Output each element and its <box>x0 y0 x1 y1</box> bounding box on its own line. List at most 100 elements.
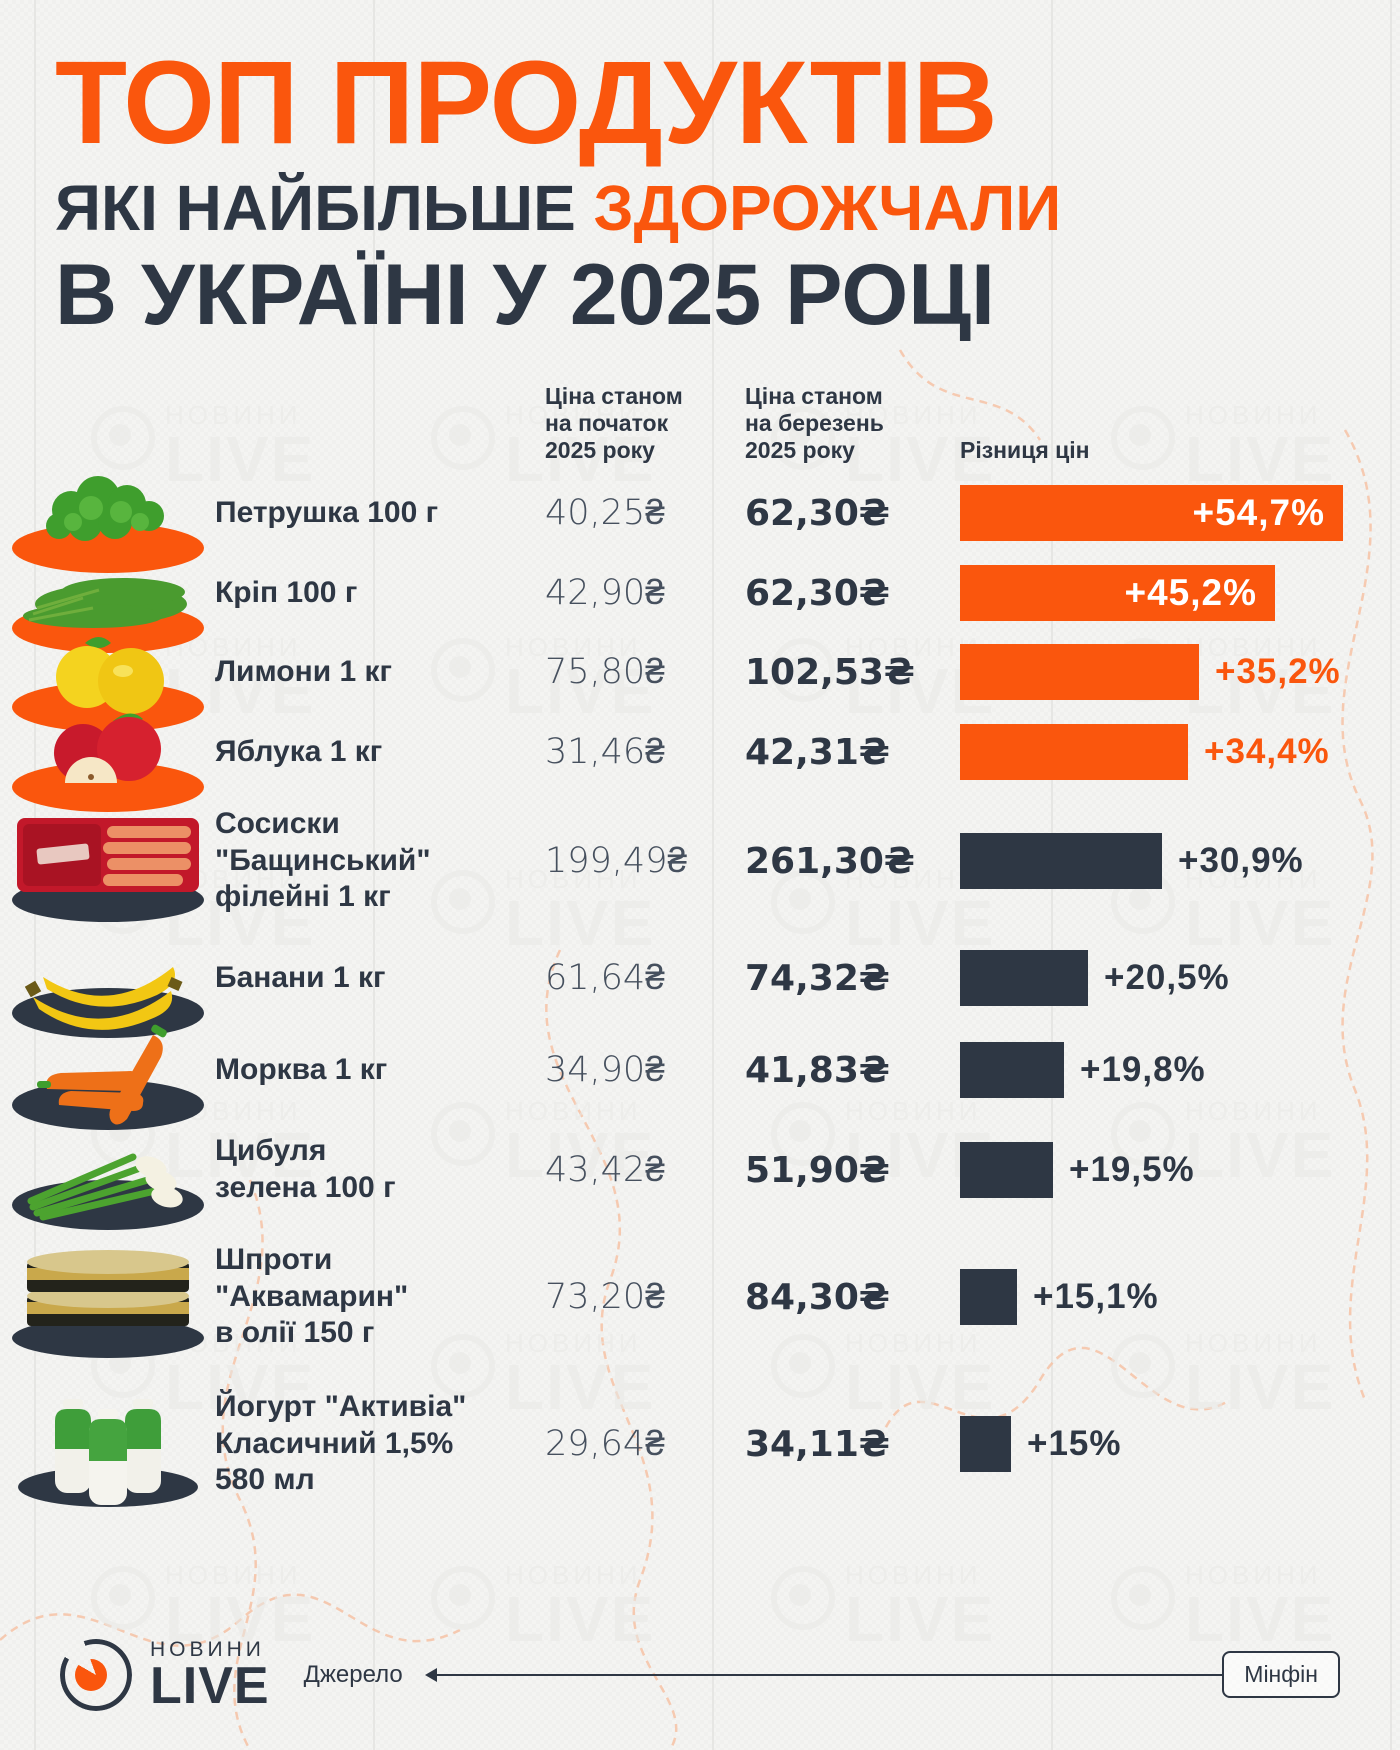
price-march-value: 74,32₴ <box>745 957 890 999</box>
subtitle-orange-part: ЗДОРОЖЧАЛИ <box>593 172 1062 244</box>
difference-percent-label: +54,7% <box>1192 492 1325 533</box>
difference-bar-cell: +45,2% <box>960 565 1400 621</box>
product-name: Цибуля зелена 100 г <box>215 1134 396 1204</box>
page-subtitle-line3: В УКРАЇНІ У 2025 РОЦІ <box>55 247 995 343</box>
source-rule <box>436 1673 1223 1676</box>
difference-percent-label: +19,5% <box>1069 1150 1195 1189</box>
difference-percent-label: +35,2% <box>1215 652 1341 691</box>
table-row: Морква 1 кг 34,90₴ 41,83₴ +19,8% <box>0 1024 1400 1130</box>
price-start-value: 43,42₴ <box>545 1150 665 1190</box>
difference-bar-cell: +15,1% <box>960 1269 1400 1325</box>
price-start-value: 199,49₴ <box>545 841 687 881</box>
bananas-icon <box>0 913 215 1043</box>
difference-bar <box>960 833 1162 889</box>
price-march-value: 84,30₴ <box>745 1276 890 1318</box>
infographic: ТОП ПРОДУКТІВ ЯКІ НАЙБІЛЬШЕ ЗДОРОЖЧАЛИ В… <box>0 0 1400 1712</box>
apples-icon <box>0 687 215 817</box>
price-start-value: 61,64₴ <box>545 958 665 998</box>
product-name: Лимони 1 кг <box>215 654 393 688</box>
price-start-value: 29,64₴ <box>545 1424 665 1464</box>
difference-bar-cell: +20,5% <box>960 950 1400 1006</box>
logo-ring-icon <box>60 1638 132 1711</box>
difference-bar <box>960 724 1188 780</box>
column-header-difference: Різниця цін <box>960 437 1090 464</box>
source-badge: Мінфін <box>1222 1651 1340 1699</box>
difference-percent-label: +34,4% <box>1204 732 1330 771</box>
price-march-value: 42,31₴ <box>745 731 890 773</box>
price-march-value: 261,30₴ <box>745 840 915 882</box>
difference-bar-cell: +30,9% <box>960 833 1400 889</box>
difference-bar: +54,7% <box>960 485 1343 541</box>
difference-bar-cell: +19,5% <box>960 1142 1400 1198</box>
difference-bar <box>960 1042 1064 1098</box>
price-start-value: 75,80₴ <box>545 652 665 692</box>
table-row: Кріп 100 г 42,90₴ 62,30₴ +45,2% <box>0 554 1400 653</box>
price-march-value: 102,53₴ <box>745 651 915 693</box>
sausages-icon <box>0 796 215 926</box>
table-row: Банани 1 кг 61,64₴ 74,32₴ +20,5% <box>0 930 1400 1038</box>
novyny-live-watermark: НОВИНИ LIVE <box>771 1560 995 1651</box>
difference-percent-label: +19,8% <box>1080 1050 1206 1089</box>
difference-bar: +45,2% <box>960 565 1275 621</box>
difference-bar <box>960 950 1088 1006</box>
product-name: Кріп 100 г <box>215 575 358 609</box>
column-headers: Ціна станом на початок 2025 року Ціна ст… <box>0 383 1400 464</box>
difference-bar <box>960 1269 1017 1325</box>
table-row: Шпроти "Аквамарин" в олії 150 г 73,20₴ 84,30… <box>0 1226 1400 1368</box>
yogurt-icon <box>0 1379 215 1509</box>
novyny-live-watermark: НОВИНИ LIVE <box>91 1560 315 1651</box>
column-header-price-start: Ціна станом на початок 2025 року <box>545 383 683 464</box>
difference-bar-cell: +19,8% <box>960 1042 1400 1098</box>
sprats-icon <box>0 1232 215 1362</box>
difference-bar <box>960 644 1199 700</box>
price-march-value: 62,30₴ <box>745 572 890 614</box>
difference-percent-label: +45,2% <box>1124 572 1257 613</box>
source-row: Джерело Мінфін <box>303 1651 1340 1699</box>
logo-text-bottom: LIVE <box>150 1657 270 1715</box>
arrow-left-icon <box>424 1667 437 1682</box>
page-subtitle: ЯКІ НАЙБІЛЬШЕ ЗДОРОЖЧАЛИ <box>55 176 1400 240</box>
difference-bar-cell: +34,4% <box>960 724 1400 780</box>
table-row: Яблука 1 кг 31,46₴ 42,31₴ +34,4% <box>0 712 1400 812</box>
difference-percent-label: +20,5% <box>1104 958 1230 997</box>
product-name: Сосиски "Бащинський" філейні 1 кг <box>215 807 431 914</box>
table-row: Сосиски "Бащинський" філейні 1 кг 199,49₴ 26… <box>0 792 1400 930</box>
novyny-live-watermark: НОВИНИ LIVE <box>1111 1560 1335 1651</box>
page-title: ТОП ПРОДУКТІВ <box>55 37 998 169</box>
product-name: Морква 1 кг <box>215 1052 388 1086</box>
difference-bar-cell: +54,7% <box>960 485 1400 541</box>
difference-percent-label: +15% <box>1027 1424 1122 1463</box>
product-rows: Петрушка 100 г 40,25₴ 62,30₴ +54,7% Кріп 100… <box>0 472 1400 1520</box>
parsley-icon <box>0 448 215 578</box>
source-label: Джерело <box>303 1660 403 1688</box>
product-name: Петрушка 100 г <box>215 495 439 529</box>
table-row: Петрушка 100 г 40,25₴ 62,30₴ +54,7% <box>0 472 1400 573</box>
price-march-value: 41,83₴ <box>745 1049 890 1091</box>
price-march-value: 51,90₴ <box>745 1149 890 1191</box>
price-start-value: 31,46₴ <box>545 732 665 772</box>
subtitle-dark-part: ЯКІ НАЙБІЛЬШЕ <box>55 172 594 244</box>
price-start-value: 34,90₴ <box>545 1050 665 1090</box>
product-name: Яблука 1 кг <box>215 734 383 768</box>
difference-bar-cell: +15% <box>960 1416 1400 1472</box>
source-line <box>424 1667 1223 1682</box>
column-header-price-march: Ціна станом на березень 2025 року <box>745 383 884 464</box>
difference-percent-label: +30,9% <box>1178 841 1304 880</box>
title-block: ТОП ПРОДУКТІВ ЯКІ НАЙБІЛЬШЕ ЗДОРОЖЧАЛИ В… <box>0 0 1400 338</box>
difference-bar-cell: +35,2% <box>960 644 1400 700</box>
price-start-value: 40,25₴ <box>545 493 665 533</box>
novyny-live-watermark: НОВИНИ LIVE <box>431 1560 655 1651</box>
difference-bar <box>960 1142 1053 1198</box>
price-start-value: 73,20₴ <box>545 1277 665 1317</box>
price-start-value: 42,90₴ <box>545 573 665 613</box>
table-row: Йогурт "Активіа" Класичний 1,5% 580 мл 29,6… <box>0 1368 1400 1520</box>
table-row: Цибуля зелена 100 г 43,42₴ 51,90₴ +19,5% <box>0 1114 1400 1230</box>
price-march-value: 62,30₴ <box>745 492 890 534</box>
footer: НОВИНИ LIVE Джерело Мінфін <box>60 1638 1340 1715</box>
dill-icon <box>0 528 215 658</box>
product-name: Шпроти "Аквамарин" в олії 150 г <box>215 1243 409 1350</box>
novyny-live-logo: НОВИНИ LIVE <box>60 1638 270 1715</box>
difference-bar <box>960 1416 1011 1472</box>
price-march-value: 34,11₴ <box>745 1423 890 1465</box>
product-name: Йогурт "Активіа" Класичний 1,5% 580 мл <box>215 1390 467 1497</box>
